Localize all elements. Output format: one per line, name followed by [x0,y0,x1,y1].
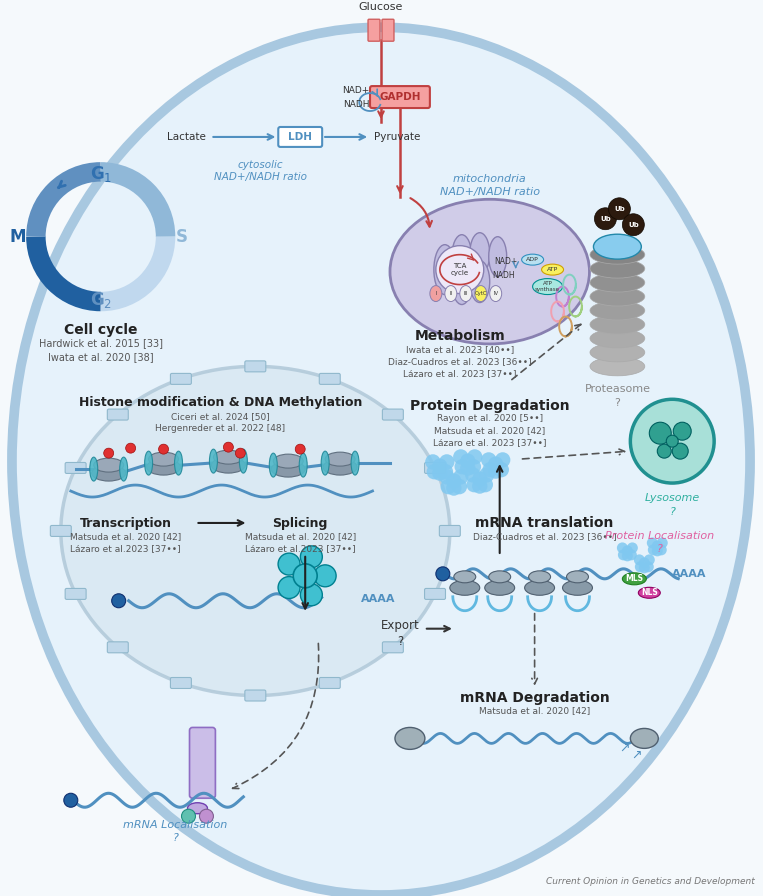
Circle shape [652,540,663,551]
Circle shape [465,467,481,483]
Ellipse shape [590,273,645,292]
Text: G$_2$: G$_2$ [90,289,111,309]
Circle shape [455,459,470,474]
Circle shape [301,546,322,568]
Circle shape [482,462,497,478]
Circle shape [465,459,481,474]
Ellipse shape [460,286,472,302]
Text: mitochondria
NAD+/NADH ratio: mitochondria NAD+/NADH ratio [439,175,539,197]
Circle shape [494,462,509,478]
Text: ATP
synthase: ATP synthase [535,281,560,292]
Circle shape [657,444,671,458]
Ellipse shape [590,287,645,306]
Circle shape [472,471,488,487]
Text: Lysosome: Lysosome [645,493,700,503]
Text: mRNA Degradation: mRNA Degradation [460,691,610,704]
Ellipse shape [594,234,642,259]
Circle shape [432,465,448,481]
Circle shape [466,477,482,492]
Text: NAD+: NAD+ [343,86,370,95]
Circle shape [235,448,246,458]
Circle shape [182,809,195,823]
Circle shape [293,564,317,588]
Ellipse shape [489,571,510,582]
Ellipse shape [623,573,646,585]
Ellipse shape [390,199,590,344]
Text: mRNA translation: mRNA translation [475,516,613,530]
Ellipse shape [590,357,645,375]
Circle shape [199,809,214,823]
Text: Glucose: Glucose [359,3,403,13]
Circle shape [446,480,462,495]
Circle shape [439,454,455,470]
Ellipse shape [452,261,472,305]
Ellipse shape [175,452,182,475]
Text: NADH: NADH [343,99,369,108]
Circle shape [453,449,468,465]
Text: NADH: NADH [492,271,515,280]
Text: Hardwick et al. 2015 [33]
Iwata et al. 2020 [38]: Hardwick et al. 2015 [33] Iwata et al. 2… [39,339,163,362]
Text: Ub: Ub [628,221,639,228]
Text: Matsuda et al. 2020 [42]: Matsuda et al. 2020 [42] [479,706,591,716]
Ellipse shape [562,581,592,595]
Text: Iwata et al. 2023 [40••]
Diaz-Cuadros et al. 2023 [36••]
Lázaro et al. 2023 [37•: Iwata et al. 2023 [40••] Diaz-Cuadros et… [388,346,532,378]
Text: S: S [175,228,188,246]
Circle shape [488,456,504,472]
Ellipse shape [590,259,645,278]
Ellipse shape [240,449,247,473]
Ellipse shape [321,452,329,475]
Circle shape [666,435,678,447]
Ellipse shape [590,246,645,264]
Circle shape [622,550,633,562]
Circle shape [617,542,628,554]
Ellipse shape [94,458,124,472]
Text: TCA
cycle: TCA cycle [451,263,468,276]
Circle shape [644,555,655,565]
Text: ATP: ATP [547,267,559,272]
Circle shape [427,464,442,479]
FancyBboxPatch shape [189,728,215,798]
Ellipse shape [490,286,502,302]
Text: Protein Degradation: Protein Degradation [410,400,569,413]
FancyBboxPatch shape [439,525,460,537]
Text: Lactate: Lactate [166,132,205,142]
Ellipse shape [434,245,456,295]
Text: Matsuda et al. 2020 [42]
Lázaro et al.2023 [37••]: Matsuda et al. 2020 [42] Lázaro et al.20… [245,532,356,553]
Ellipse shape [324,459,357,475]
Text: Ciceri et al. 2024 [50]
Hergenreder et al. 2022 [48]: Ciceri et al. 2024 [50] Hergenreder et a… [156,412,285,433]
Text: NAD+: NAD+ [494,257,517,266]
Text: M: M [9,228,26,246]
Circle shape [622,546,633,556]
Circle shape [647,538,658,548]
Circle shape [635,562,645,573]
Text: Current Opinion in Genetics and Development: Current Opinion in Genetics and Developm… [546,877,755,886]
Circle shape [630,400,714,483]
Circle shape [495,452,510,468]
Ellipse shape [470,233,490,274]
Ellipse shape [395,728,425,749]
Text: NLS: NLS [641,589,658,598]
Text: Export
?: Export ? [381,619,420,648]
Ellipse shape [454,571,476,582]
Text: Histone modification & DNA Methylation: Histone modification & DNA Methylation [79,396,362,409]
Circle shape [467,449,482,465]
Text: G$_1$: G$_1$ [89,164,112,184]
Circle shape [627,542,638,554]
Ellipse shape [92,465,126,481]
Circle shape [642,562,654,573]
FancyBboxPatch shape [319,677,340,688]
FancyBboxPatch shape [245,361,266,372]
Circle shape [608,198,630,220]
Circle shape [425,454,440,470]
Text: II: II [449,291,452,296]
Ellipse shape [590,343,645,362]
Ellipse shape [90,457,98,481]
Ellipse shape [269,453,277,477]
Text: AAAA: AAAA [672,569,707,579]
Text: Ub: Ub [614,206,625,211]
FancyBboxPatch shape [370,86,430,108]
Circle shape [126,444,136,453]
Text: ?: ? [614,399,620,409]
Text: IV: IV [493,291,498,296]
Text: MLS: MLS [626,574,643,583]
